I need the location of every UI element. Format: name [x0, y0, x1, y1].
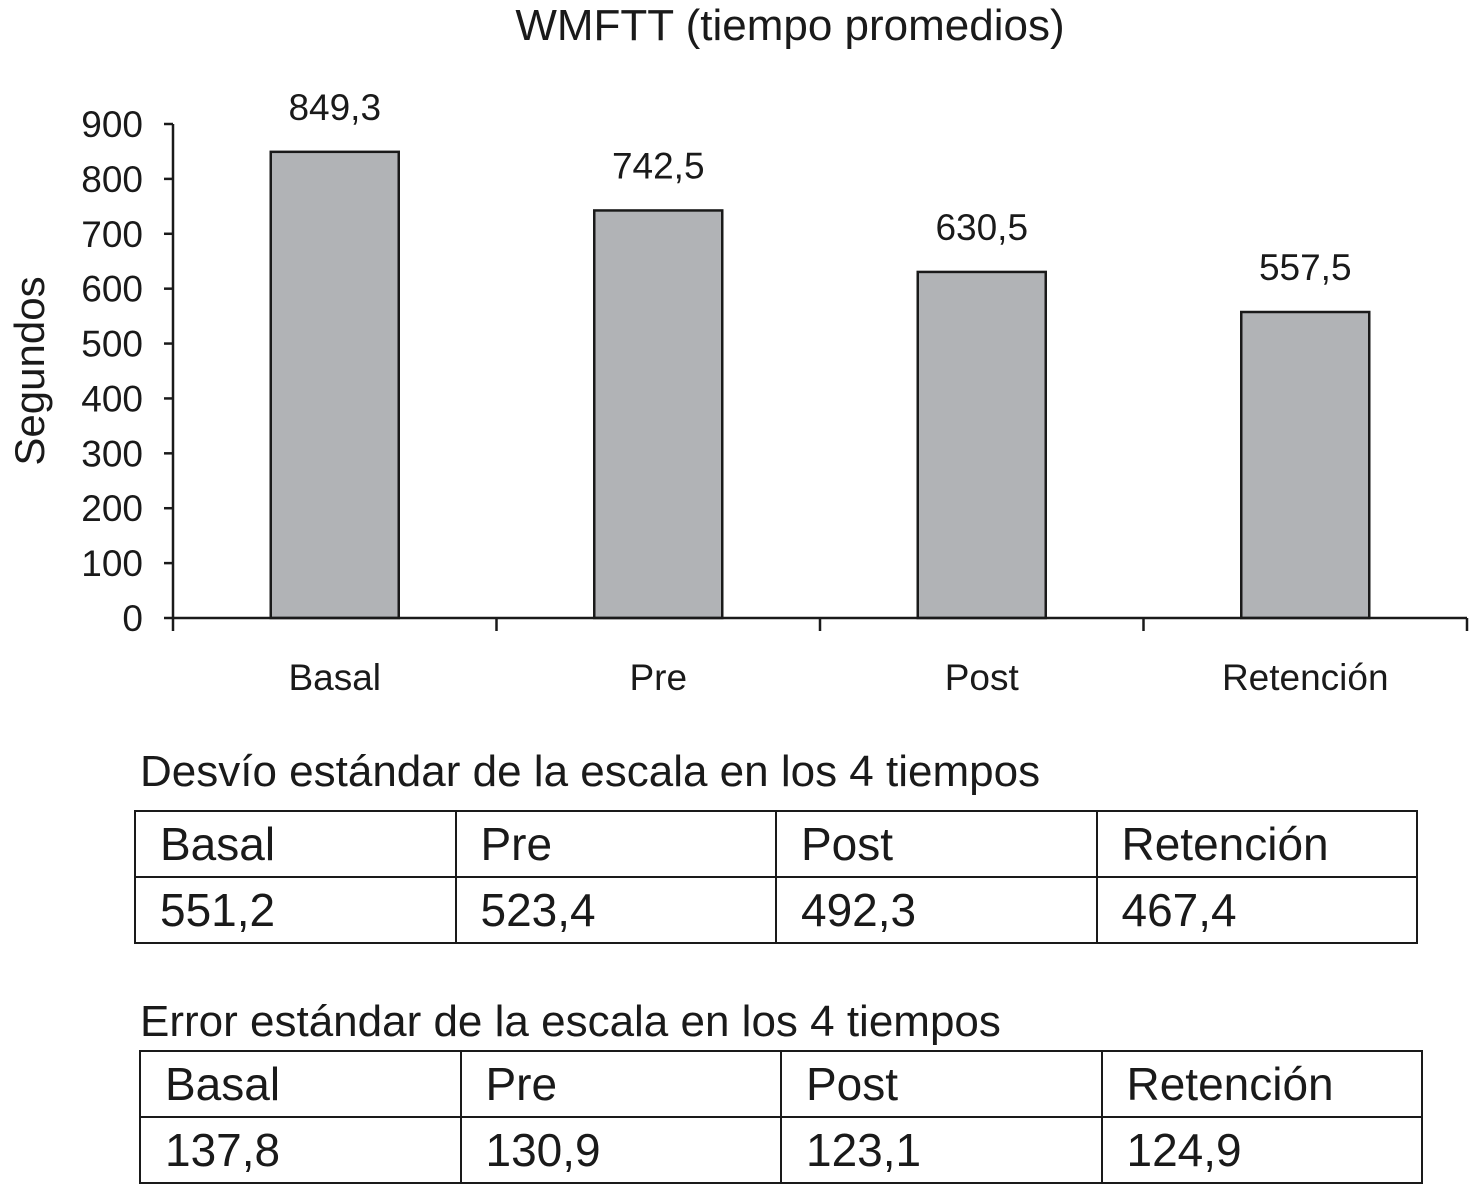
- std-error-table: Basal Pre Post Retención 137,8 130,9 123…: [139, 1050, 1423, 1184]
- table-cell: 467,4: [1095, 876, 1418, 944]
- x-tick-label: Basal: [288, 657, 381, 698]
- table-cell: 137,8: [139, 1116, 462, 1184]
- table-header-cell: Pre: [459, 1050, 782, 1118]
- data-label: 557,5: [1259, 247, 1352, 288]
- table-header-cell: Basal: [139, 1050, 462, 1118]
- std-error-table-title: Error estándar de la escala en los 4 tie…: [140, 997, 1001, 1046]
- table-header-row: Basal Pre Post Retención: [139, 1050, 1423, 1118]
- x-tick-label: Pre: [629, 657, 687, 698]
- y-tick-label: 0: [122, 598, 143, 639]
- chart-title: WMFTT (tiempo promedios): [515, 1, 1064, 50]
- y-tick-label: 100: [81, 543, 143, 584]
- table-row: 551,2 523,4 492,3 467,4: [134, 876, 1418, 944]
- y-tick-label: 200: [81, 488, 143, 529]
- y-tick-label: 400: [81, 378, 143, 419]
- table-row: 137,8 130,9 123,1 124,9: [139, 1116, 1423, 1184]
- std-dev-table: Basal Pre Post Retención 551,2 523,4 492…: [134, 810, 1418, 944]
- y-tick-label: 300: [81, 433, 143, 474]
- table-header-cell: Post: [780, 1050, 1103, 1118]
- y-tick-label: 600: [81, 269, 143, 310]
- bar: [593, 209, 724, 620]
- x-tick-label: Post: [945, 657, 1020, 698]
- table-cell: 130,9: [459, 1116, 782, 1184]
- table-cell: 523,4: [454, 876, 777, 944]
- bar-chart: WMFTT (tiempo promedios) Segundos 849,3 742…: [6, 1, 1469, 698]
- data-label: 630,5: [935, 207, 1028, 248]
- y-tick-label: 900: [81, 104, 143, 145]
- y-tick-label: 700: [81, 214, 143, 255]
- data-label: 849,3: [288, 87, 381, 128]
- table-header-cell: Pre: [454, 810, 777, 878]
- y-axis-label: Segundos: [6, 276, 53, 465]
- table-cell: 492,3: [775, 876, 1098, 944]
- table-cell: 123,1: [780, 1116, 1103, 1184]
- table-cell: 551,2: [134, 876, 457, 944]
- table-header-cell: Retención: [1095, 810, 1418, 878]
- x-tick-label: Retención: [1222, 657, 1389, 698]
- table-header-cell: Basal: [134, 810, 457, 878]
- table-header-cell: Retención: [1100, 1050, 1423, 1118]
- y-tick-label: 500: [81, 324, 143, 365]
- y-tick-label: 800: [81, 159, 143, 200]
- bar: [269, 150, 400, 620]
- table-header-row: Basal Pre Post Retención: [134, 810, 1418, 878]
- bar: [916, 270, 1047, 620]
- bar: [1240, 310, 1371, 620]
- table-header-cell: Post: [775, 810, 1098, 878]
- std-dev-table-title: Desvío estándar de la escala en los 4 ti…: [140, 747, 1041, 796]
- table-cell: 124,9: [1100, 1116, 1423, 1184]
- data-label: 742,5: [612, 145, 705, 186]
